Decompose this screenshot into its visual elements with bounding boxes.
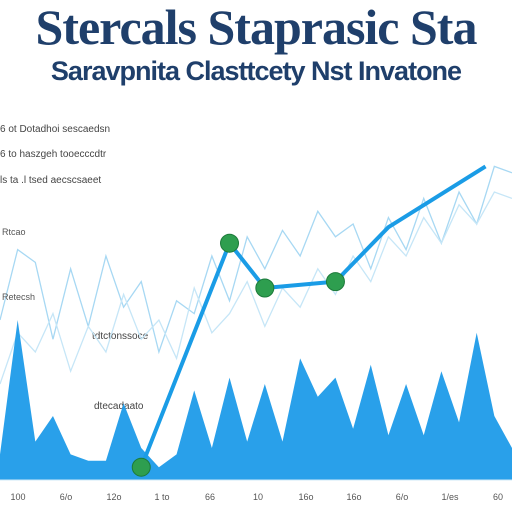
note-line-3: ls ta .l tsed aecscsaeet <box>0 175 102 186</box>
x-tick-label-1: 6/o <box>60 492 73 502</box>
x-tick-label-6: 16o <box>298 492 313 502</box>
chart-subtitle: Saravpnita Clasttcety Nst Invatone <box>50 56 462 86</box>
series-area-0 <box>0 320 512 480</box>
x-tick-label-2: 12o <box>106 492 121 502</box>
y-tick-label-0: Rtcao <box>2 227 26 237</box>
chart-title: Stercals Staprasic Sta <box>35 0 478 55</box>
x-tick-label-9: 1/es <box>441 492 459 502</box>
trend-marker-3 <box>325 272 345 292</box>
x-tick-label-5: 10 <box>253 492 263 502</box>
y-tick-label-1: Retecsh <box>2 292 35 302</box>
note-line-1: 6 ot Dotadhoi sescaedsn <box>0 124 111 135</box>
trend-marker-1 <box>220 233 240 253</box>
note-annotation-1: tdtctonssoce <box>92 331 149 342</box>
x-tick-label-8: 6/o <box>396 492 409 502</box>
note-annotation-2: dtecadaato <box>94 401 144 412</box>
x-tick-label-4: 66 <box>205 492 215 502</box>
x-tick-label-7: 16o <box>346 492 361 502</box>
series-line-2 <box>0 191 512 385</box>
x-tick-label-3: 1 to <box>154 492 169 502</box>
note-line-2: 6 to haszgeh tooecccdtr <box>0 149 107 160</box>
series-line-1 <box>0 165 512 355</box>
trend-marker-0 <box>131 457 151 477</box>
trend-marker-2 <box>255 278 275 298</box>
x-tick-label-10: 60 <box>493 492 503 502</box>
trend-line <box>139 164 487 468</box>
x-tick-label-0: 100 <box>10 492 25 502</box>
